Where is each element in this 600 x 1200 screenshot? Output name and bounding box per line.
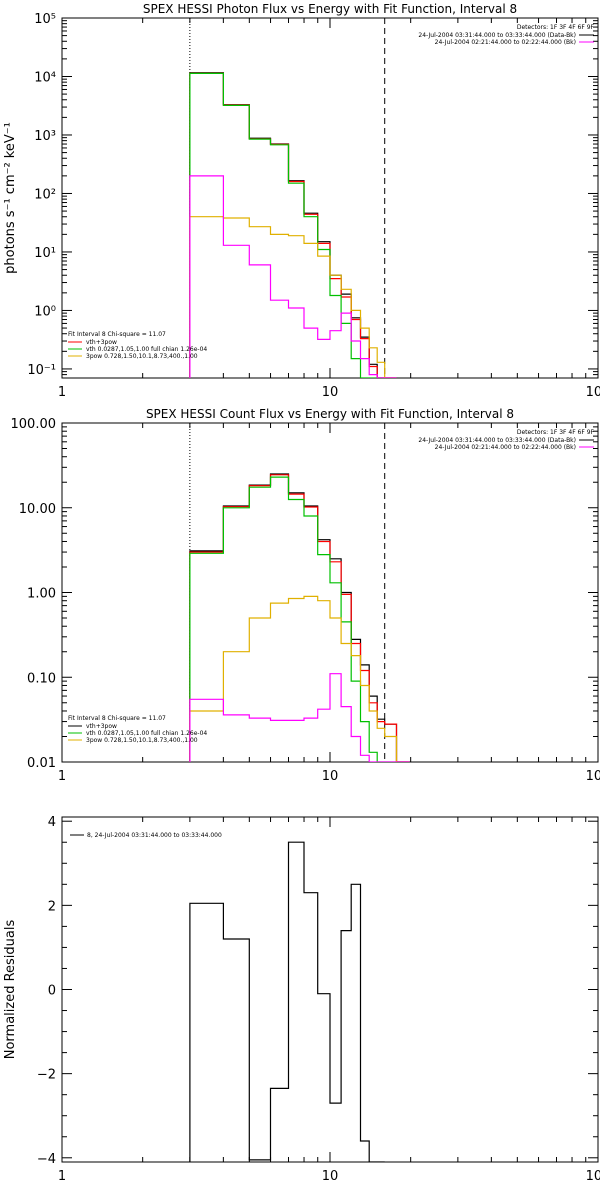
series-group (189, 72, 397, 378)
series-line-1 (189, 841, 385, 1162)
y-tick-label: −4 (37, 1152, 56, 1167)
legend-entry-label: 24-Jul-2004 03:31:44.000 to 03:33:44.000… (418, 32, 576, 39)
fit-legend-label: vth 0.0287,1.05,1.00 full chian 1.26e-04 (86, 730, 207, 737)
fit-legend-label: vth+3pow (86, 339, 117, 346)
series-group (189, 841, 385, 1162)
series-line-3 (189, 72, 397, 378)
y-tick-label: −2 (37, 1068, 56, 1083)
chart-panel-2: SPEX HESSI Count Flux vs Energy with Fit… (11, 407, 600, 784)
series-line-1 (189, 72, 397, 378)
legend-entry-label: 8, 24-Jul-2004 03:31:44.000 to 03:33:44.… (87, 832, 222, 839)
legend-entry-label: 24-Jul-2004 03:31:44.000 to 03:33:44.000… (418, 437, 576, 444)
x-tick-label: 1 (58, 1169, 66, 1184)
plot-frame (61, 422, 599, 763)
fit-legend-header: Fit Interval 8 Chi-square = 11.07 (68, 331, 166, 338)
y-tick-label: 10⁻¹ (27, 363, 56, 378)
y-tick-label: 2 (48, 899, 56, 914)
series-line-5 (189, 673, 410, 762)
legend-entry-label: 24-Jul-2004 02:21:44.000 to 02:22:44.000… (435, 39, 576, 46)
x-tick-label: 10 (322, 769, 339, 784)
legend-detectors: Detectors: 1F 3F 4F 6F 9F (517, 429, 595, 436)
chart-panel-3: 1 10 100 −4 −2 0 2 4 Normalized Residuals 8, 24-J… (3, 815, 600, 1184)
x-tick-label: 1 (58, 385, 66, 400)
x-tick-label: 10 (322, 1169, 339, 1184)
y-tick-label: 10¹ (34, 246, 56, 261)
series-group (189, 473, 410, 762)
y-tick-label: 0.01 (27, 756, 56, 771)
y-axis-label: Normalized Residuals (3, 920, 18, 1060)
y-tick-label: 1.00 (27, 587, 56, 602)
fit-legend-label: 3pow 0.728,1.50,10.1,8.73,400.,1.00 (86, 353, 198, 360)
y-axis-label: photons s⁻¹ cm⁻² keV⁻¹ (3, 122, 18, 274)
y-tick-label: 10² (34, 187, 56, 202)
legend-detectors: Detectors: 1F 3F 4F 6F 9F (517, 24, 595, 31)
y-tick-label: 10³ (34, 129, 56, 144)
y-tick-label: 100.00 (11, 417, 57, 432)
y-tick-label: 10⁵ (34, 12, 56, 27)
y-tick-label: 4 (48, 815, 56, 830)
series-line-5 (189, 175, 397, 378)
chart-title: SPEX HESSI Photon Flux vs Energy with Fi… (143, 2, 517, 16)
chart-title: SPEX HESSI Count Flux vs Energy with Fit… (146, 407, 514, 421)
x-tick-label: 100 (586, 769, 600, 784)
fit-legend-header: Fit Interval 8 Chi-square = 11.07 (68, 715, 166, 722)
fit-legend-label: vth+3pow (86, 723, 117, 730)
y-tick-label: 0 (48, 984, 56, 999)
x-tick-label: 1 (58, 769, 66, 784)
series-line-3 (189, 476, 410, 762)
fit-legend-label: 3pow 0.728,1.50,10.1,8.73,400.,1.00 (86, 737, 198, 744)
plot-frame (61, 816, 599, 1163)
y-tick-label: 10.00 (19, 502, 56, 517)
series-line-4 (189, 595, 410, 762)
legend-entry-label: 24-Jul-2004 02:21:44.000 to 02:22:44.000… (435, 444, 576, 451)
series-line-2 (189, 72, 397, 378)
series-line-4 (189, 216, 397, 378)
x-tick-label: 100 (586, 1169, 600, 1184)
y-tick-label: 0.10 (27, 671, 56, 686)
x-tick-label: 10 (322, 385, 339, 400)
fit-legend-label: vth 0.0287,1.05,1.00 full chian 1.26e-04 (86, 346, 207, 353)
y-tick-label: 10⁰ (34, 304, 56, 319)
y-tick-label: 10⁴ (34, 70, 56, 85)
x-tick-label: 100 (586, 385, 600, 400)
plot-frame (61, 17, 599, 379)
chart-panel-1: SPEX HESSI Photon Flux vs Energy with Fi… (3, 2, 600, 400)
